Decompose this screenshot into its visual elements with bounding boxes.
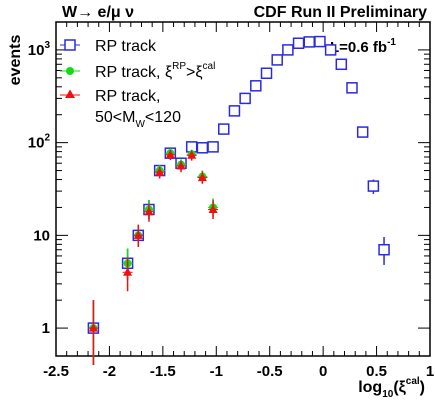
data-point-triangle — [144, 206, 154, 216]
legend-xi-sup1: RP — [172, 61, 186, 72]
x-tick-label: 0 — [319, 363, 327, 380]
data-point-triangle — [187, 150, 197, 159]
legend-xi-sup2: cal — [203, 61, 216, 72]
data-point-triangle — [208, 204, 218, 214]
x-label-sup: cal — [406, 376, 420, 387]
legend-marker-open-square — [64, 39, 76, 51]
y-tick-label-1000-exponent: 3 — [44, 40, 50, 51]
y-tick-label-1: 1 — [42, 320, 50, 337]
data-point-square — [250, 80, 262, 92]
y-tick-label-100-base: 10 — [28, 135, 45, 152]
data-point-square — [228, 105, 241, 117]
data-point-triangle — [165, 149, 175, 159]
data-point-triangle — [123, 267, 133, 276]
data-point-square — [335, 58, 348, 71]
x-label-sub: 10 — [382, 389, 394, 400]
data-point-square — [303, 36, 316, 48]
series-1 — [88, 148, 219, 365]
data-point-triangle — [155, 167, 165, 176]
legend-xi-mid: >ξ — [186, 64, 203, 81]
legend-mw-text: 50<M — [95, 109, 135, 126]
data-point-square — [271, 54, 283, 66]
data-point-triangle — [197, 172, 207, 182]
legend-mw-end: <120 — [145, 109, 181, 126]
x-label-close: ) — [420, 379, 425, 396]
data-point-square — [314, 35, 326, 48]
data-point-square — [324, 44, 337, 56]
luminosity-text: L=0.6 fb — [330, 39, 387, 56]
plot-frame — [55, 21, 431, 357]
title-left: W→ e/μ ν — [62, 4, 134, 21]
y-tick-label-1000-base: 10 — [28, 42, 45, 59]
data-point-square — [239, 92, 251, 105]
legend-entry-rp-xi: RP track, ξRP>ξcal — [60, 61, 215, 81]
legend-label-rp-track: RP track — [95, 38, 157, 55]
luminosity-sup: -1 — [387, 37, 396, 48]
x-axis-label: log10(ξcal) — [358, 376, 425, 400]
series-0 — [87, 35, 390, 365]
legend-label-rp-mw: RP track, — [95, 88, 161, 105]
y-tick-label-1000: 103 — [28, 40, 51, 59]
legend-entry-rp-track: RP track — [60, 38, 157, 55]
data-point-square — [356, 126, 369, 138]
data-point-triangle — [176, 160, 186, 170]
y-axis-label: events — [7, 35, 24, 86]
luminosity-annotation: L=0.6 fb-1 — [330, 37, 396, 56]
legend-mw-sub: W — [135, 119, 145, 130]
data-point-square — [282, 44, 294, 56]
y-tick-label-100-exponent: 2 — [44, 133, 50, 144]
x-tick-label: 0.5 — [366, 363, 387, 380]
data-point-triangle — [88, 323, 98, 332]
data-point-square — [378, 243, 390, 256]
x-tick-label: -2 — [103, 363, 116, 380]
x-tick-label: -0.5 — [257, 363, 283, 380]
y-tick-label-1-base: 1 — [42, 320, 50, 337]
x-tick-label: -2.5 — [43, 363, 69, 380]
series-layer — [87, 35, 390, 365]
legend-entry-rp-mw: RP track, 50<MW<120 — [60, 88, 181, 130]
data-point-triangle — [133, 230, 143, 239]
y-tick-label-10-base: 10 — [33, 227, 50, 244]
y-tick-label-10: 10 — [33, 227, 50, 244]
series-2 — [88, 149, 219, 365]
data-point-square — [346, 82, 358, 94]
y-tick-label-100: 102 — [28, 133, 51, 152]
x-tick-label: -1.5 — [150, 363, 176, 380]
data-point-square — [292, 37, 305, 49]
x-tick-label: -1 — [210, 363, 223, 380]
legend-xi-text: RP track, ξ — [95, 64, 172, 81]
legend: RP track RP track, ξRP>ξcal RP track, 50… — [60, 38, 215, 130]
x-label-log: log — [358, 379, 382, 396]
title-right: CDF Run II Preliminary — [254, 4, 427, 21]
data-point-square — [207, 141, 219, 153]
data-point-square — [218, 123, 230, 135]
legend-marker-filled-circle — [66, 67, 74, 75]
data-point-square — [260, 67, 273, 80]
x-label-arg: (ξ — [393, 379, 406, 396]
legend-label-rp-xi: RP track, ξRP>ξcal — [95, 61, 215, 81]
data-point-square — [367, 180, 380, 192]
data-point-square — [196, 142, 209, 154]
x-tick-label: 1 — [426, 363, 434, 380]
legend-label-rp-mw-line2: 50<MW<120 — [95, 109, 181, 130]
legend-marker-filled-triangle — [65, 89, 75, 98]
